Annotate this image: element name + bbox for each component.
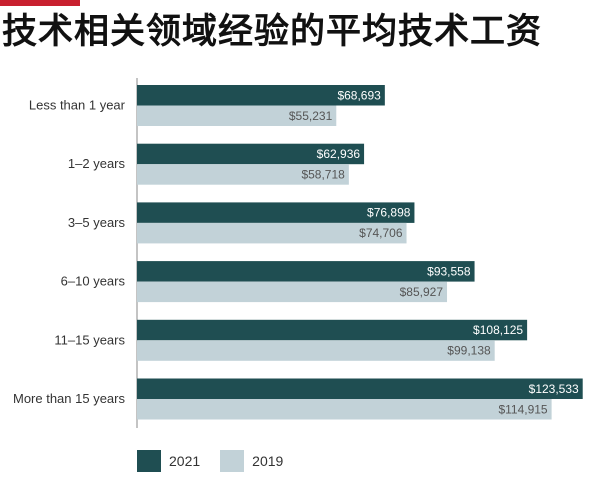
category-label: 1–2 years xyxy=(68,156,126,171)
legend-label-2021: 2021 xyxy=(169,453,201,469)
legend-swatch-2021 xyxy=(137,450,161,472)
bar-2019 xyxy=(137,105,337,126)
data-label-2019: $55,231 xyxy=(289,109,333,123)
data-label-2021: $93,558 xyxy=(427,264,471,278)
legend-label-2019: 2019 xyxy=(252,453,284,469)
category-label: 6–10 years xyxy=(61,274,126,289)
legend-item-2019: 2019 xyxy=(220,450,283,472)
data-label-2019: $58,718 xyxy=(301,167,345,181)
data-label-2019: $114,915 xyxy=(498,402,547,416)
legend-item-2021: 2021 xyxy=(137,450,200,472)
bar-2021 xyxy=(137,319,528,341)
accent-bar xyxy=(0,0,80,6)
data-label-2019: $85,927 xyxy=(400,285,444,299)
data-label-2019: $99,138 xyxy=(447,344,491,358)
bar-2021 xyxy=(137,378,583,399)
bar-2021 xyxy=(137,85,385,106)
bar-2019 xyxy=(137,281,448,303)
category-label: Less than 1 year xyxy=(29,98,126,113)
data-label-2021: $68,693 xyxy=(337,88,381,102)
bar-2019 xyxy=(137,164,349,185)
legend: 2021 2019 xyxy=(137,450,303,472)
category-label: More than 15 years xyxy=(13,391,126,406)
bar-2021 xyxy=(137,202,415,223)
bar-2019 xyxy=(137,399,552,420)
data-label-2021: $123,533 xyxy=(529,382,579,396)
bar-2019 xyxy=(137,222,407,244)
category-label: 11–15 years xyxy=(54,332,125,347)
bar-2021 xyxy=(137,261,475,282)
bar-2019 xyxy=(137,340,495,361)
bar-2021 xyxy=(137,143,365,165)
legend-swatch-2019 xyxy=(220,450,245,472)
data-label-2021: $62,936 xyxy=(317,147,361,161)
chart-title: 技术相关领域经验的平均技术工资 xyxy=(2,12,543,52)
data-label-2021: $108,125 xyxy=(473,323,523,337)
data-label-2021: $76,898 xyxy=(367,206,411,220)
data-label-2019: $74,706 xyxy=(359,226,403,240)
category-label: 3–5 years xyxy=(68,215,126,230)
